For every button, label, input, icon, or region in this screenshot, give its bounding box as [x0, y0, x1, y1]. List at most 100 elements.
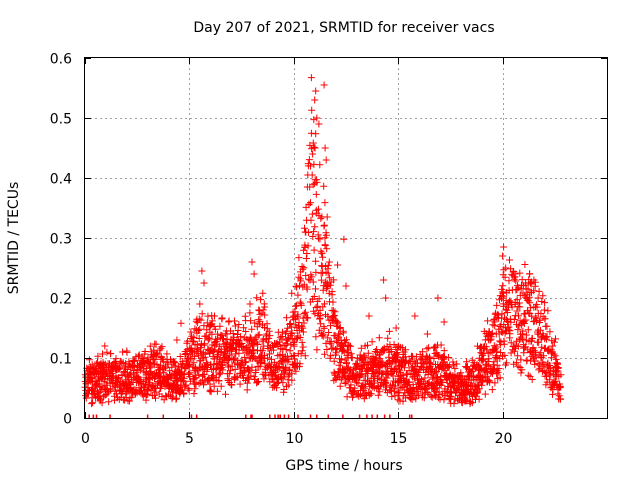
data-point	[321, 350, 329, 358]
data-point	[213, 387, 221, 395]
data-point	[468, 399, 476, 407]
data-point	[493, 301, 501, 309]
data-point	[510, 316, 518, 323]
data-point	[321, 242, 329, 249]
data-point	[85, 356, 93, 364]
data-point	[390, 341, 398, 348]
data-point	[320, 81, 328, 89]
data-point	[414, 391, 422, 399]
data-point	[311, 223, 319, 231]
x-tick-label: 10	[286, 431, 304, 447]
data-point	[273, 366, 281, 374]
data-point	[234, 327, 242, 334]
data-point	[295, 254, 303, 262]
data-point	[535, 366, 543, 374]
data-point	[557, 371, 565, 379]
data-point	[546, 328, 554, 336]
data-point	[505, 326, 513, 334]
data-point	[399, 371, 407, 379]
data-point	[320, 182, 328, 190]
data-point	[440, 396, 448, 404]
data-point	[541, 299, 549, 307]
data-point	[357, 371, 365, 379]
data-point	[184, 362, 192, 370]
data-point	[191, 385, 199, 393]
data-point	[312, 333, 320, 341]
data-point	[430, 355, 438, 362]
data-point	[279, 374, 287, 382]
data-point	[378, 358, 386, 366]
data-point	[545, 376, 553, 384]
data-point	[157, 344, 165, 352]
data-point	[319, 303, 327, 311]
data-point	[501, 351, 509, 359]
data-point	[242, 328, 250, 335]
data-point	[216, 342, 224, 350]
data-point	[520, 320, 528, 327]
data-point	[330, 312, 337, 320]
data-point	[543, 322, 551, 330]
data-point	[309, 233, 317, 240]
data-point	[248, 325, 256, 333]
y-tick-label: 0.6	[50, 52, 72, 68]
data-point	[341, 368, 349, 376]
data-point	[238, 340, 246, 347]
data-point	[200, 279, 208, 287]
data-point	[334, 335, 342, 343]
data-point	[322, 156, 330, 164]
data-point	[142, 380, 149, 388]
data-point	[332, 349, 340, 357]
data-point	[178, 363, 186, 371]
data-point	[309, 181, 317, 189]
data-point	[203, 367, 211, 375]
data-point	[492, 343, 500, 351]
data-point	[230, 356, 237, 364]
data-point	[243, 386, 251, 394]
data-point	[282, 363, 290, 371]
data-point	[276, 333, 284, 341]
data-point	[293, 313, 301, 321]
data-point	[480, 355, 488, 363]
data-point	[316, 161, 324, 169]
data-point	[374, 391, 382, 399]
data-point	[299, 324, 307, 332]
data-point	[301, 228, 309, 236]
data-point	[362, 354, 370, 362]
data-point	[266, 350, 273, 358]
data-point	[500, 266, 508, 274]
data-point	[493, 347, 501, 355]
data-point	[534, 359, 542, 367]
data-point	[310, 143, 318, 151]
data-point	[304, 242, 312, 250]
data-point	[506, 327, 514, 335]
data-point	[499, 282, 507, 290]
data-point	[256, 317, 264, 325]
data-point	[313, 114, 321, 122]
data-point	[308, 210, 316, 218]
data-point	[491, 322, 499, 330]
data-point	[231, 366, 239, 373]
data-point	[215, 377, 223, 385]
data-point	[299, 343, 307, 351]
data-point	[201, 340, 208, 348]
data-point	[339, 329, 347, 337]
data-point	[512, 277, 520, 285]
data-point	[261, 303, 269, 311]
data-point	[254, 341, 262, 348]
data-point	[497, 349, 505, 356]
data-point	[273, 339, 281, 347]
data-point	[125, 379, 133, 387]
data-point	[298, 347, 306, 355]
data-point	[94, 352, 102, 360]
data-point	[190, 390, 198, 398]
data-point	[387, 348, 395, 355]
data-point	[327, 322, 334, 330]
data-point	[311, 144, 319, 152]
data-point	[484, 317, 492, 325]
data-point	[253, 357, 261, 365]
data-point	[152, 388, 160, 396]
data-point	[543, 333, 551, 341]
data-point	[299, 328, 307, 336]
data-point	[253, 339, 261, 347]
data-point	[323, 346, 331, 353]
